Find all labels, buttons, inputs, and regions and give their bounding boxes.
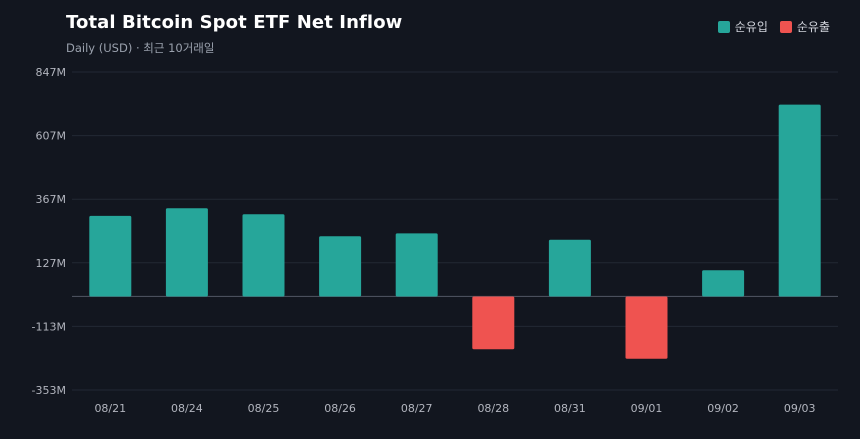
x-tick-label: 09/02: [707, 402, 739, 415]
x-tick-label: 08/27: [401, 402, 433, 415]
legend-label-outflow: 순유출: [796, 20, 830, 34]
chart-subtitle: Daily (USD) · 최근 10거래일: [66, 41, 215, 55]
y-tick-label: 367M: [36, 193, 67, 206]
y-tick-label: 607M: [36, 130, 67, 143]
bar-08-21[interactable]: [89, 215, 132, 297]
x-tick-label: 08/31: [554, 402, 586, 415]
y-tick-label: 847M: [36, 66, 67, 79]
bar-08-26[interactable]: [319, 236, 362, 297]
bars: [89, 104, 821, 359]
x-tick-label: 08/26: [324, 402, 356, 415]
chart-title: Total Bitcoin Spot ETF Net Inflow: [66, 12, 403, 33]
bar-08-25[interactable]: [242, 214, 285, 297]
x-tick-label: 08/28: [477, 402, 509, 415]
x-tick-label: 08/21: [94, 402, 126, 415]
legend-swatch-inflow: [717, 20, 730, 33]
legend-item-inflow[interactable]: 순유입: [717, 18, 768, 35]
y-tick-label: 127M: [36, 257, 67, 270]
x-tick-label: 08/25: [248, 402, 280, 415]
bar-09-03[interactable]: [778, 104, 821, 297]
legend-swatch-outflow: [779, 20, 792, 33]
legend-item-outflow[interactable]: 순유출: [779, 18, 830, 35]
legend-label-inflow: 순유입: [734, 20, 768, 34]
y-axis: 847M 607M 367M 127M -113M -353M: [32, 66, 66, 397]
x-tick-label: 09/03: [784, 402, 816, 415]
y-tick-label: -353M: [32, 384, 66, 397]
bar-08-28[interactable]: [472, 296, 515, 350]
bar-08-24[interactable]: [165, 208, 208, 297]
x-axis: 08/21 08/24 08/25 08/26 08/27 08/28 08/31 09/01…: [94, 402, 815, 415]
x-tick-label: 09/01: [631, 402, 663, 415]
x-tick-label: 08/24: [171, 402, 203, 415]
bar-09-02[interactable]: [702, 270, 745, 297]
bar-08-31[interactable]: [548, 239, 591, 297]
bar-09-01[interactable]: [625, 296, 668, 359]
chart-legend: 순유입 순유출: [717, 18, 830, 35]
bar-08-27[interactable]: [395, 233, 438, 297]
y-tick-label: -113M: [32, 320, 66, 333]
